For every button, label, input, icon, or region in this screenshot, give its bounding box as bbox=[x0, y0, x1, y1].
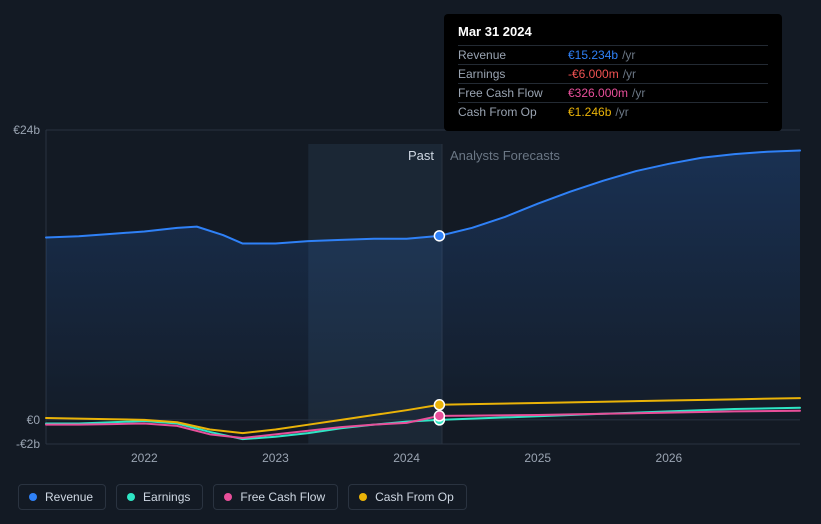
tooltip-metric-unit: /yr bbox=[615, 105, 628, 119]
legend-dot-icon bbox=[29, 493, 37, 501]
legend: Revenue Earnings Free Cash Flow Cash From O… bbox=[18, 484, 467, 510]
tooltip-metric-unit: /yr bbox=[632, 86, 645, 100]
legend-item-earnings[interactable]: Earnings bbox=[116, 484, 203, 510]
tooltip-row: Earnings-€6.000m/yr bbox=[458, 64, 768, 83]
svg-text:€0: €0 bbox=[27, 413, 41, 427]
tooltip-row: Free Cash Flow€326.000m/yr bbox=[458, 83, 768, 102]
tooltip-row: Cash From Op€1.246b/yr bbox=[458, 102, 768, 121]
svg-text:Past: Past bbox=[408, 148, 434, 163]
legend-item-cfo[interactable]: Cash From Op bbox=[348, 484, 467, 510]
tooltip-row: Revenue€15.234b/yr bbox=[458, 45, 768, 64]
tooltip-date: Mar 31 2024 bbox=[458, 24, 768, 39]
tooltip-metric-unit: /yr bbox=[623, 67, 636, 81]
svg-text:2022: 2022 bbox=[131, 451, 158, 465]
tooltip-metric-label: Earnings bbox=[458, 67, 568, 81]
svg-text:2026: 2026 bbox=[656, 451, 683, 465]
legend-label: Revenue bbox=[45, 490, 93, 504]
tooltip-metric-label: Revenue bbox=[458, 48, 568, 62]
legend-dot-icon bbox=[359, 493, 367, 501]
svg-text:2023: 2023 bbox=[262, 451, 289, 465]
legend-item-revenue[interactable]: Revenue bbox=[18, 484, 106, 510]
tooltip-metric-label: Free Cash Flow bbox=[458, 86, 568, 100]
tooltip-metric-label: Cash From Op bbox=[458, 105, 568, 119]
svg-text:2025: 2025 bbox=[524, 451, 551, 465]
legend-label: Free Cash Flow bbox=[240, 490, 325, 504]
legend-label: Cash From Op bbox=[375, 490, 454, 504]
legend-item-fcf[interactable]: Free Cash Flow bbox=[213, 484, 338, 510]
legend-dot-icon bbox=[127, 493, 135, 501]
hover-tooltip: Mar 31 2024 Revenue€15.234b/yrEarnings-€… bbox=[444, 14, 782, 131]
earnings-revenue-chart: €24b €0 -€2b Past Analysts Forecasts 2022 2023… bbox=[0, 0, 821, 524]
svg-text:2024: 2024 bbox=[393, 451, 420, 465]
svg-text:-€2b: -€2b bbox=[16, 437, 40, 451]
tooltip-metric-value: €326.000m bbox=[568, 86, 628, 100]
svg-text:€24b: €24b bbox=[13, 123, 40, 137]
tooltip-metric-value: -€6.000m bbox=[568, 67, 619, 81]
tooltip-metric-unit: /yr bbox=[622, 48, 635, 62]
svg-text:Analysts Forecasts: Analysts Forecasts bbox=[450, 148, 560, 163]
tooltip-metric-value: €15.234b bbox=[568, 48, 618, 62]
tooltip-metric-value: €1.246b bbox=[568, 105, 611, 119]
legend-label: Earnings bbox=[143, 490, 190, 504]
legend-dot-icon bbox=[224, 493, 232, 501]
